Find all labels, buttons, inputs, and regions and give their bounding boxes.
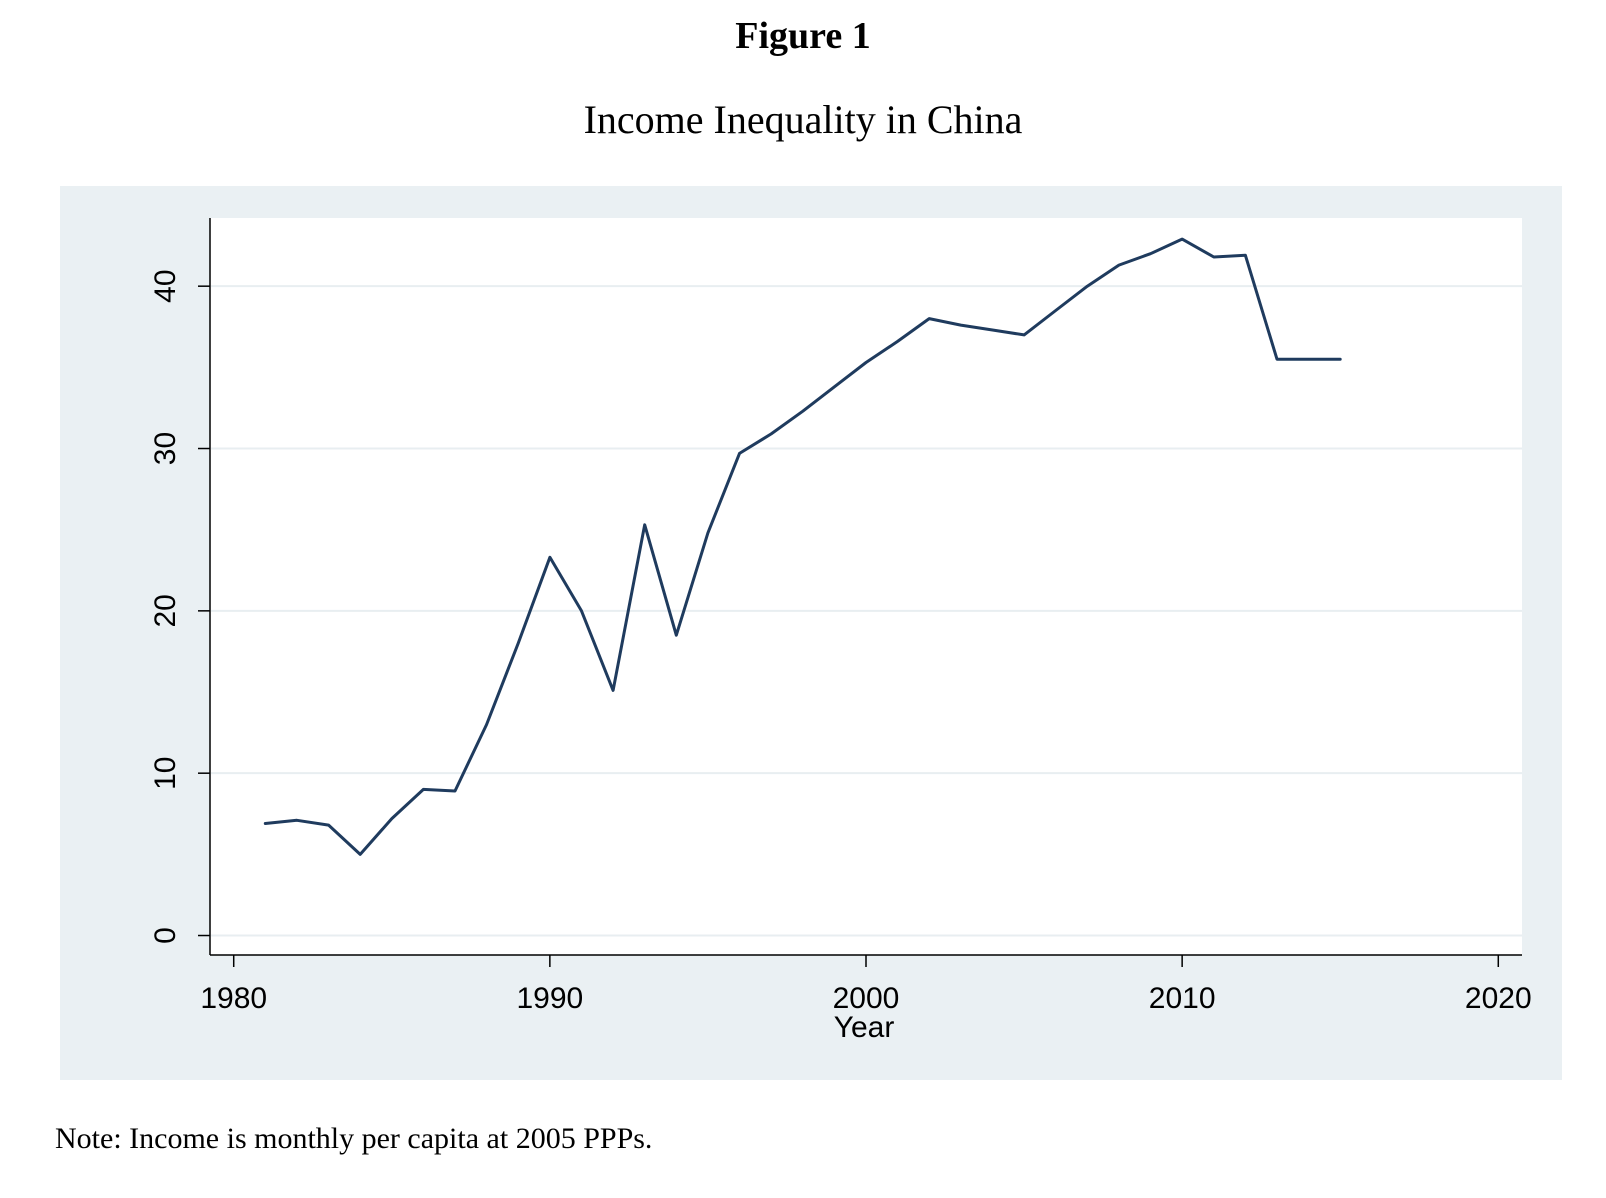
chart-title: Income Inequality in China bbox=[583, 97, 1023, 142]
y-tick-label-0: 0 bbox=[149, 927, 182, 944]
figure-note: Note: Income is monthly per capita at 20… bbox=[55, 1122, 653, 1155]
tick-labels: 0 10 20 30 40 1980 1990 2000 2010 2020 bbox=[149, 269, 1532, 1015]
axes bbox=[198, 218, 1522, 967]
y-tick-label-30: 30 bbox=[149, 432, 182, 465]
y-tick-label-20: 20 bbox=[149, 594, 182, 627]
series bbox=[263, 237, 1342, 856]
figure-label: Figure 1 bbox=[735, 15, 871, 57]
series-line-0 bbox=[263, 237, 1342, 856]
x-tick-label-1990: 1990 bbox=[516, 982, 583, 1015]
x-tick-label-2000: 2000 bbox=[833, 982, 900, 1015]
x-axis-label: Year bbox=[834, 1011, 895, 1044]
y-tick-label-10: 10 bbox=[149, 756, 182, 789]
x-tick-label-2020: 2020 bbox=[1465, 982, 1532, 1015]
gridlines bbox=[211, 285, 1522, 937]
x-tick-label-1980: 1980 bbox=[200, 982, 267, 1015]
plot-area bbox=[210, 218, 1522, 955]
x-tick-label-2010: 2010 bbox=[1149, 982, 1216, 1015]
y-tick-label-40: 40 bbox=[149, 269, 182, 302]
